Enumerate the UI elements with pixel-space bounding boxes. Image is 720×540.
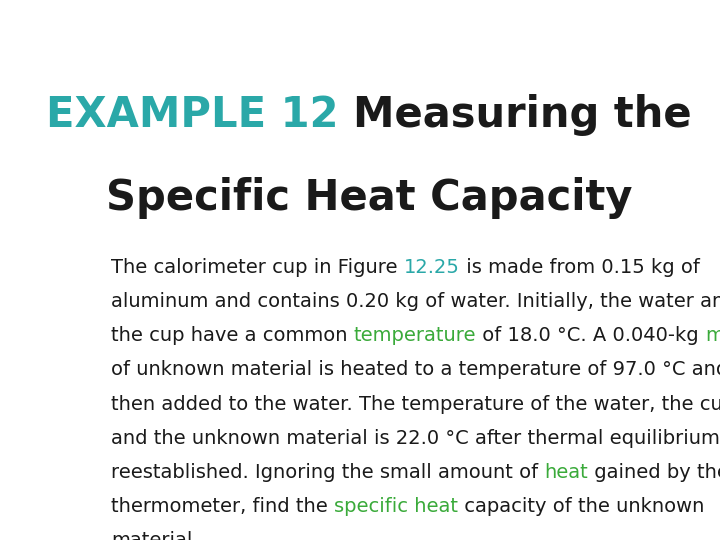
Text: EXAMPLE 12: EXAMPLE 12	[46, 94, 354, 136]
Text: of 18.0 °C. A 0.040-kg: of 18.0 °C. A 0.040-kg	[477, 326, 706, 346]
Text: reestablished. Ignoring the small amount of: reestablished. Ignoring the small amount…	[111, 463, 544, 482]
Text: thermometer, find the: thermometer, find the	[111, 497, 334, 516]
Text: mass: mass	[706, 326, 720, 346]
Text: Measuring the: Measuring the	[354, 94, 692, 136]
Text: capacity of the unknown: capacity of the unknown	[458, 497, 705, 516]
Text: then added to the water. The temperature of the water, the cup,: then added to the water. The temperature…	[111, 395, 720, 414]
Text: specific heat: specific heat	[334, 497, 458, 516]
Text: the cup have a common: the cup have a common	[111, 326, 354, 346]
Text: temperature: temperature	[354, 326, 477, 346]
Text: and the unknown material is 22.0 °C after thermal equilibrium is: and the unknown material is 22.0 °C afte…	[111, 429, 720, 448]
Text: aluminum and contains 0.20 kg of water. Initially, the water and: aluminum and contains 0.20 kg of water. …	[111, 292, 720, 311]
Text: 12.25: 12.25	[404, 258, 460, 277]
Text: gained by the: gained by the	[588, 463, 720, 482]
Text: of unknown material is heated to a temperature of 97.0 °C and: of unknown material is heated to a tempe…	[111, 360, 720, 380]
Text: heat: heat	[544, 463, 588, 482]
Text: The calorimeter cup in Figure: The calorimeter cup in Figure	[111, 258, 404, 277]
Text: is made from 0.15 kg of: is made from 0.15 kg of	[460, 258, 700, 277]
Text: Specific Heat Capacity: Specific Heat Capacity	[106, 177, 632, 219]
Text: material.: material.	[111, 531, 199, 540]
